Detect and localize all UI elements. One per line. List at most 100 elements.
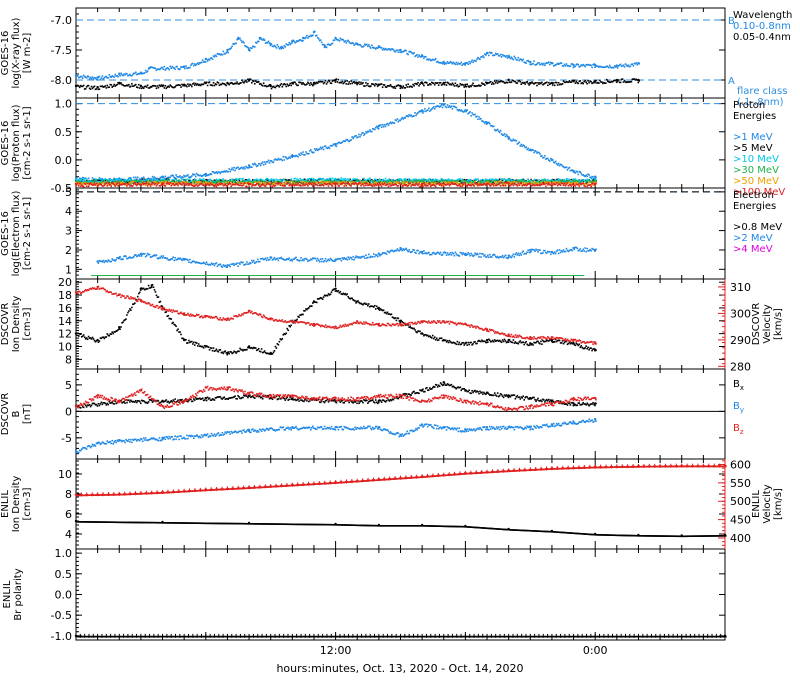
data-point [221,266,224,268]
data-point [332,180,335,183]
data-point [450,61,453,64]
data-point [572,63,575,67]
data-point [106,180,109,182]
data-point [185,65,187,67]
data-point [353,179,355,182]
data-point [82,182,85,185]
data-point [473,185,475,187]
data-point [334,185,337,187]
data-point [129,179,131,182]
data-point [292,181,294,183]
data-point [104,179,107,182]
data-point [442,182,445,184]
data-point [345,182,348,185]
data-point [477,56,479,59]
data-point [537,62,539,64]
data-point [606,78,608,81]
data-point [253,259,255,262]
data-point [418,111,420,113]
data-point [172,180,174,182]
data-point [574,172,577,174]
data-point [111,182,113,185]
data-point [189,258,191,261]
data-point [529,181,531,184]
data-point [85,179,88,182]
data-point [86,180,89,182]
data-point [441,180,444,182]
data-point [199,178,202,181]
data-point [627,81,630,83]
data-point [154,85,157,87]
data-point [476,58,478,60]
data-point [562,184,565,187]
data-point [605,82,607,84]
data-point [192,181,194,183]
data-point [96,182,99,185]
data-point [283,178,286,181]
data-point [560,62,563,65]
data-point [101,179,104,182]
data-point [634,79,637,81]
data-point [212,55,215,57]
data-point [144,179,147,181]
data-point [240,184,242,187]
data-point [366,180,368,183]
data-point [425,81,427,84]
data-point [298,39,300,42]
data-point [201,59,204,61]
data-point [465,179,467,181]
data-point [348,140,350,143]
data-point [253,82,256,85]
data-point [151,84,154,87]
data-point [442,179,445,182]
data-point [321,80,324,83]
data-point [136,180,139,183]
data-point [371,180,374,183]
data-point [185,175,187,177]
data-point [183,180,185,183]
data-point [311,151,313,153]
data-point [283,182,286,185]
data-point [271,179,274,182]
data-point [236,181,238,184]
data-point [395,179,398,181]
data-point [410,185,412,187]
data-point [284,83,287,86]
data-point [236,178,238,181]
data-point [445,84,448,86]
data-point [532,62,534,65]
data-point [102,259,105,262]
data-point [430,109,432,111]
data-point [337,78,340,81]
data-point [195,84,198,86]
data-point [471,84,473,86]
data-point [307,181,309,183]
data-point [382,178,385,181]
data-point [297,182,299,184]
data-point [478,57,480,60]
data-point [316,82,319,84]
data-point [312,34,314,37]
data-point [301,182,303,185]
data-point [479,180,481,183]
data-point [141,178,144,181]
data-point [161,256,164,259]
data-point [288,182,290,185]
data-point [339,180,342,183]
data-point [123,84,125,87]
data-point [604,66,606,69]
data-point [542,179,544,182]
data-point [543,178,545,181]
data-point [145,181,148,183]
data-point [519,58,522,60]
data-point [312,151,314,154]
data-point [474,178,476,181]
data-point [156,181,159,183]
data-point [254,179,257,181]
data-point [251,47,253,49]
data-point [241,181,243,183]
data-point [482,83,484,85]
data-point [165,67,168,70]
data-point [409,85,411,88]
data-point [408,114,410,116]
